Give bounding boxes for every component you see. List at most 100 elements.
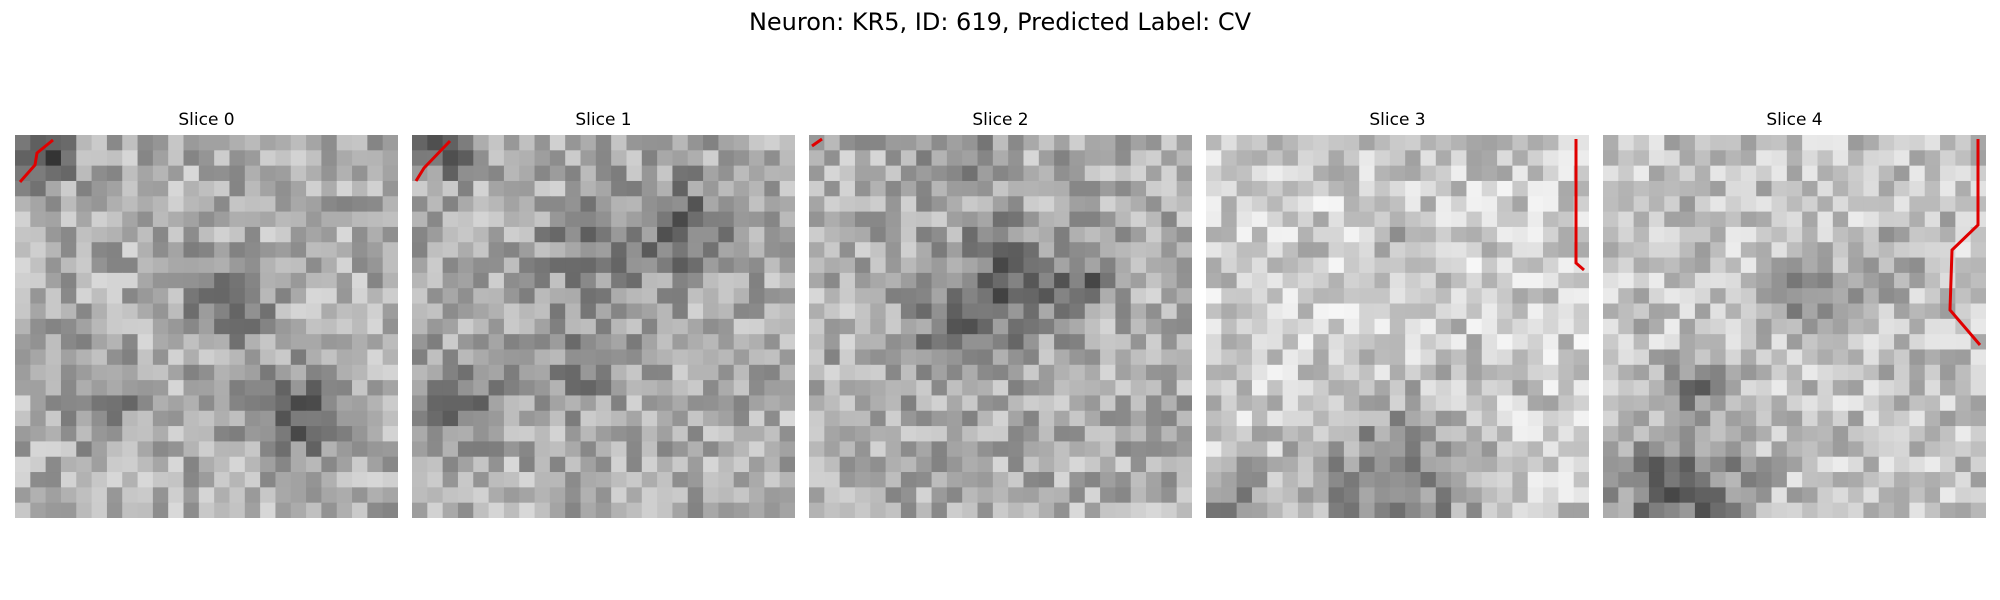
pixel xyxy=(1573,272,1589,289)
pixel xyxy=(382,211,398,228)
pixel xyxy=(457,380,474,397)
pixel xyxy=(1206,426,1222,442)
pixel xyxy=(1863,364,1880,381)
pixel xyxy=(336,426,353,442)
pixel xyxy=(672,288,689,305)
pixel xyxy=(1648,318,1665,335)
pixel xyxy=(1481,242,1498,259)
pixel xyxy=(1802,426,1819,442)
pixel xyxy=(15,272,31,289)
pixel xyxy=(885,288,902,305)
pixel xyxy=(168,288,185,305)
pixel xyxy=(1420,364,1437,381)
pixel xyxy=(1343,487,1360,504)
pixel xyxy=(1848,165,1865,182)
pixel xyxy=(1481,395,1498,412)
pixel xyxy=(641,257,658,274)
pixel xyxy=(1251,502,1268,518)
pixel xyxy=(1343,456,1360,473)
pixel xyxy=(1848,318,1865,335)
pixel xyxy=(687,242,704,259)
pixel xyxy=(1038,242,1055,259)
pixel xyxy=(488,272,505,289)
pixel xyxy=(977,441,994,458)
pixel xyxy=(488,349,505,366)
pixel xyxy=(76,502,93,518)
pixel xyxy=(1603,135,1619,151)
pixel xyxy=(764,242,781,259)
pixel xyxy=(733,441,750,458)
pixel xyxy=(488,426,505,442)
pixel xyxy=(1832,502,1849,518)
pixel xyxy=(1466,196,1483,213)
pixel xyxy=(168,502,185,518)
pixel xyxy=(1435,502,1452,518)
pixel xyxy=(1420,426,1437,442)
pixel xyxy=(1694,211,1711,228)
pixel xyxy=(549,410,566,427)
pixel xyxy=(275,211,292,228)
pixel xyxy=(1206,196,1222,213)
pixel xyxy=(672,487,689,504)
pixel xyxy=(1771,288,1788,305)
pixel xyxy=(1725,380,1742,397)
pixel xyxy=(1802,318,1819,335)
pixel xyxy=(1466,303,1483,320)
pixel xyxy=(106,380,123,397)
pixel xyxy=(1023,150,1040,167)
pixel xyxy=(1100,226,1116,243)
pixel xyxy=(1267,165,1284,182)
pixel xyxy=(916,395,933,412)
pixel xyxy=(1176,456,1192,473)
pixel xyxy=(1420,318,1437,335)
pixel xyxy=(1909,288,1926,305)
pixel xyxy=(595,426,612,442)
pixel xyxy=(1161,226,1178,243)
pixel xyxy=(1343,150,1360,167)
pixel xyxy=(1756,334,1773,351)
pixel xyxy=(718,487,735,504)
pixel xyxy=(488,242,505,259)
pixel xyxy=(260,487,277,504)
pixel xyxy=(1863,334,1880,351)
pixel xyxy=(198,318,215,335)
pixel xyxy=(503,487,520,504)
pixel xyxy=(1694,196,1711,213)
slice-title: Slice 3 xyxy=(1369,110,1426,130)
pixel xyxy=(503,257,520,274)
pixel xyxy=(549,364,566,381)
pixel xyxy=(1756,226,1773,243)
pixel xyxy=(168,196,185,213)
pixel xyxy=(534,196,551,213)
pixel xyxy=(1618,303,1635,320)
pixel xyxy=(870,502,887,518)
pixel xyxy=(1146,196,1162,213)
pixel xyxy=(336,303,353,320)
pixel xyxy=(306,242,322,259)
pixel xyxy=(1435,410,1452,427)
pixel xyxy=(854,180,871,197)
pixel xyxy=(1863,410,1880,427)
pixel xyxy=(1786,487,1803,504)
pixel xyxy=(1618,165,1635,182)
pixel xyxy=(1878,165,1895,182)
pixel xyxy=(91,502,108,518)
pixel xyxy=(779,380,795,397)
pixel xyxy=(1543,135,1559,151)
pixel xyxy=(595,196,612,213)
pixel xyxy=(1069,257,1086,274)
pixel xyxy=(1894,472,1910,488)
pixel xyxy=(611,288,628,305)
pixel xyxy=(779,441,795,458)
pixel xyxy=(946,150,963,167)
pixel xyxy=(45,426,62,442)
pixel xyxy=(1038,303,1055,320)
pixel xyxy=(412,395,428,412)
pixel xyxy=(137,380,154,397)
pixel xyxy=(1297,150,1314,167)
pixel xyxy=(703,334,719,351)
pixel xyxy=(931,196,948,213)
pixel xyxy=(1221,472,1238,488)
pixel xyxy=(718,364,735,381)
pixel xyxy=(1648,334,1665,351)
